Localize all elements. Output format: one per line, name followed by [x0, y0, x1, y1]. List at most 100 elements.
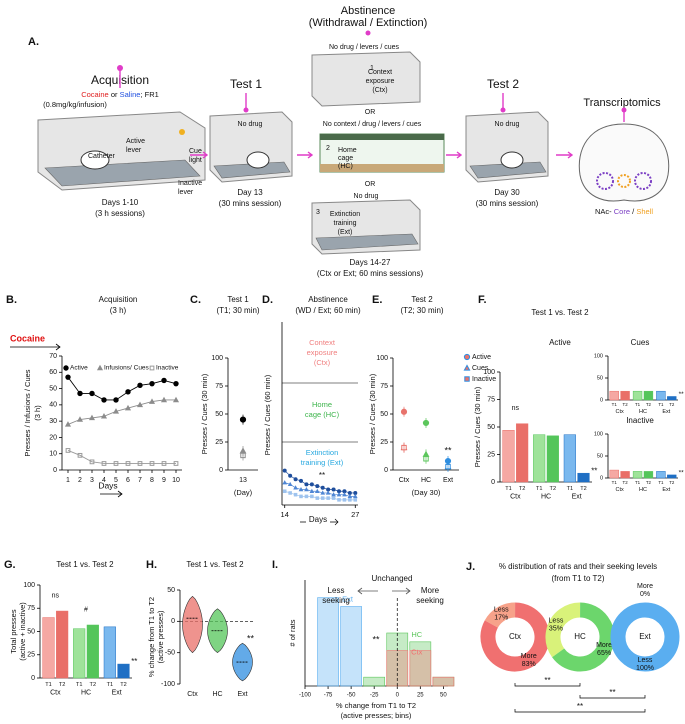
bedding: [320, 164, 444, 172]
dot: [117, 65, 123, 71]
y-tick-label: 100: [483, 369, 495, 376]
x-tick-label: Ext: [662, 409, 670, 415]
y-tick-label: -100: [161, 681, 175, 688]
chart-title: Test 2: [411, 295, 433, 304]
point: [137, 461, 143, 466]
point: [310, 494, 314, 499]
label: Less: [328, 586, 345, 595]
y-tick-label: 30: [49, 418, 57, 425]
point: [125, 389, 131, 395]
label: (HC): [338, 163, 353, 170]
legend-marker: [464, 376, 470, 382]
point: [149, 461, 155, 466]
dot: [365, 30, 371, 36]
point: [172, 396, 180, 403]
stage-subtitle: (Withdrawal / Extinction): [309, 17, 428, 29]
arrow: [10, 343, 61, 351]
legend-label: Inactive: [156, 365, 179, 372]
y-axis-label: (active presses): [156, 610, 165, 663]
y-axis-label: (active + inactive): [18, 602, 27, 661]
point: [173, 461, 179, 466]
bar: [563, 434, 576, 483]
cue-light: [179, 129, 185, 135]
label: (30 mins session): [219, 199, 282, 208]
number: 2: [326, 145, 330, 152]
nac: [596, 172, 614, 190]
y-tick-label: 0: [600, 397, 603, 403]
chart-title: Test 1 vs. Test 2: [531, 308, 589, 317]
label: Extinction: [330, 211, 360, 218]
y-tick-label: 0: [31, 675, 35, 682]
point: [282, 489, 287, 494]
drug: Saline: [120, 90, 141, 99]
x-axis-label: (active presses; bins): [341, 711, 412, 720]
series-line: [67, 399, 176, 425]
y-tick-label: 100: [211, 355, 223, 362]
label: lever: [126, 147, 142, 154]
x-tick-label: 3: [90, 477, 94, 484]
donut-center: HC: [574, 632, 586, 641]
y-tick-label: 20: [49, 434, 57, 441]
x-tick-label: Ext: [443, 477, 453, 484]
point: [315, 496, 320, 500]
point: [101, 461, 107, 466]
point: [288, 491, 292, 495]
point: [314, 488, 320, 493]
y-tick-label: 25: [487, 451, 495, 458]
chart-subtitle: (WD / Ext; 60 min): [295, 306, 361, 315]
arrow: [297, 151, 314, 159]
point: [149, 380, 155, 387]
label: Day 30: [494, 188, 520, 197]
section-label: Extinction: [306, 448, 339, 457]
slice-label: More: [521, 653, 537, 660]
bar: [546, 435, 559, 483]
x-axis-label: Days: [309, 515, 327, 524]
point: [89, 459, 95, 465]
chart-title: Test 1: [227, 295, 249, 304]
violin: [182, 595, 203, 654]
drug: Cocaine: [81, 90, 109, 99]
point: [320, 485, 325, 490]
slice-label: More: [637, 583, 653, 590]
group-label: T1: [635, 480, 641, 485]
x-tick-label: 0: [396, 693, 400, 699]
bar: [577, 472, 590, 483]
number: 3: [316, 209, 320, 216]
group-label: T2: [646, 402, 652, 407]
x-tick-label: Ext: [237, 691, 247, 698]
point: [293, 492, 298, 497]
y-tick-label: -50: [165, 650, 175, 657]
rat: [500, 151, 524, 169]
group-label: T2: [669, 402, 675, 407]
bar: [656, 471, 666, 479]
slice-label: Less: [549, 618, 564, 625]
donut-slice: [610, 602, 680, 672]
number: 1: [370, 65, 374, 72]
y-tick-label: 70: [49, 353, 57, 360]
point: [299, 494, 303, 499]
group-label: T1: [612, 480, 618, 485]
legend-marker: [463, 364, 471, 371]
slice-value: 83%: [522, 661, 536, 668]
group-label: T2: [646, 480, 652, 485]
x-axis-label: (Day 30): [412, 488, 441, 497]
section-label: cage (HC): [305, 410, 340, 419]
chart-subtitle: Active: [549, 338, 571, 347]
donut-slice: [480, 602, 550, 672]
group-label: T1: [45, 682, 52, 688]
point: [125, 461, 131, 466]
y-tick-label: 75: [380, 383, 388, 390]
x-tick-label: -75: [324, 693, 333, 699]
significance: **: [247, 634, 255, 644]
chart-title: Test 1 vs. Test 2: [186, 560, 244, 569]
group-label: T2: [59, 682, 66, 688]
x-tick-label: 1: [66, 477, 70, 484]
legend-label: Active: [472, 354, 491, 361]
label: Catheter: [88, 153, 116, 160]
x-tick-label: HC: [639, 487, 647, 493]
core: Core: [614, 207, 630, 216]
legend-marker: [463, 353, 471, 361]
group-label: T2: [120, 682, 127, 688]
bar: [609, 390, 619, 401]
point: [304, 486, 309, 492]
